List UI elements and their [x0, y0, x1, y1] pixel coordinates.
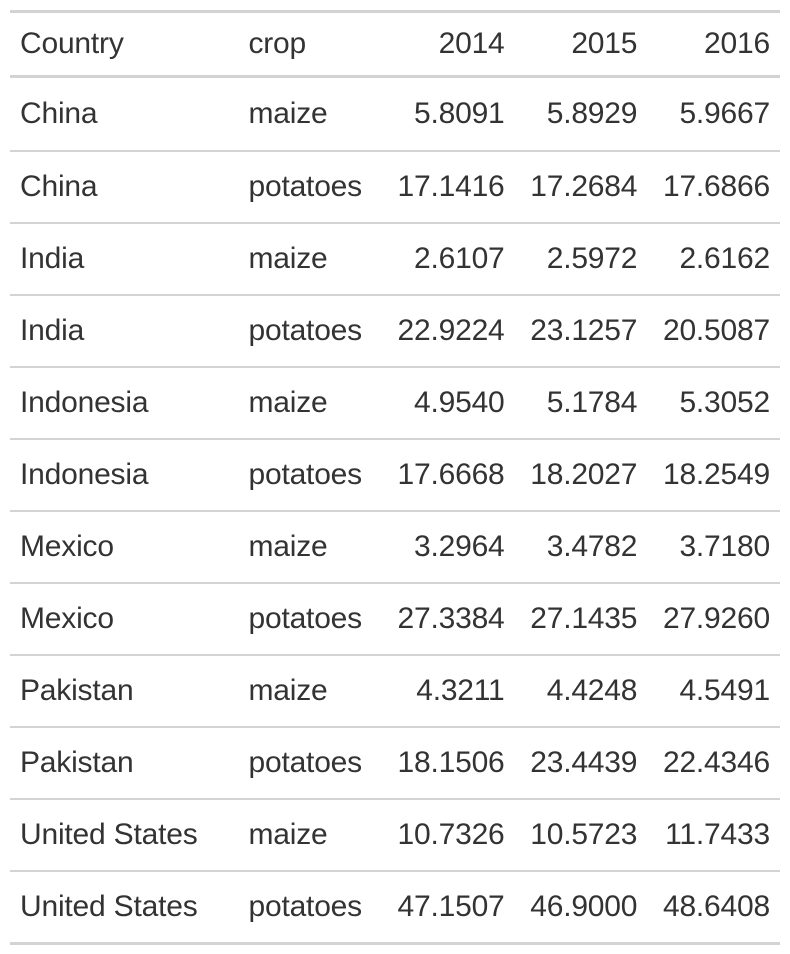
cell-2014: 3.2964: [381, 510, 515, 583]
cell-country: Indonesia: [10, 366, 237, 439]
cell-crop: maize: [248, 97, 328, 130]
cell-crop: potatoes: [236, 870, 382, 944]
cell-country: Pakistan: [10, 726, 237, 799]
table-row: United States maize 10.7326 10.5723 11.7…: [10, 798, 780, 871]
cell-2016: 5.9667: [679, 97, 770, 130]
table-row: Mexico potatoes 27.3384 27.1435 27.9260: [10, 582, 780, 655]
table-row: India potatoes 22.9224 23.1257 20.5087: [10, 294, 780, 367]
cell-2015: 5.8929: [546, 97, 638, 130]
table-row: India maize 2.6107 2.5972 2.6162: [10, 222, 780, 295]
cell-2014: 17.6668: [381, 438, 515, 511]
cell-crop: maize: [236, 510, 382, 583]
table-row: China potatoes 17.1416 17.2684 17.6866: [10, 150, 780, 223]
table-row: United States potatoes 47.1507 46.9000 4…: [10, 870, 780, 944]
cell-country: Indonesia: [10, 438, 237, 511]
cell-2015: 3.4782: [514, 510, 648, 583]
cell-2015: 10.5723: [514, 798, 648, 871]
cell-country: Mexico: [10, 510, 237, 583]
cell-2016: 2.6162: [647, 222, 780, 295]
cell-crop: potatoes: [236, 726, 382, 799]
cell-2016: 27.9260: [647, 582, 780, 655]
cell-2015: 2.5972: [514, 222, 648, 295]
cell-country: Pakistan: [10, 654, 237, 727]
cell-2016: 4.5491: [647, 654, 780, 727]
cell-2015: 23.4439: [514, 726, 648, 799]
cell-crop: potatoes: [236, 150, 382, 223]
cell-2015: 18.2027: [514, 438, 648, 511]
header-2016[interactable]: 2016: [647, 11, 780, 78]
table-row: Indonesia potatoes 17.6668 18.2027 18.25…: [10, 438, 780, 511]
header-2015[interactable]: 2015: [514, 11, 648, 78]
cell-2014: 4.9540: [381, 366, 515, 439]
cell-2014: 47.1507: [381, 870, 515, 944]
cell-country: United States: [10, 870, 237, 944]
header-country[interactable]: Country: [10, 11, 237, 78]
cell-crop: potatoes: [236, 294, 382, 367]
cell-country: India: [10, 222, 237, 295]
cell-2014: 27.3384: [381, 582, 515, 655]
table-row: China maize 5.8091 5.8929 5.9667: [10, 77, 780, 152]
cell-crop: maize: [236, 366, 382, 439]
data-table-container: Country crop 2014 2015 2016 China maize …: [10, 10, 780, 945]
cell-crop: potatoes: [236, 438, 382, 511]
cell-2014: 18.1506: [381, 726, 515, 799]
table-row: Mexico maize 3.2964 3.4782 3.7180: [10, 510, 780, 583]
cell-2014: 5.8091: [413, 97, 505, 130]
table-row: Pakistan maize 4.3211 4.4248 4.5491: [10, 654, 780, 727]
cell-2014: 10.7326: [381, 798, 515, 871]
crop-yield-table: Country crop 2014 2015 2016 China maize …: [10, 10, 780, 945]
cell-crop: potatoes: [236, 582, 382, 655]
cell-2015: 4.4248: [514, 654, 648, 727]
header-crop[interactable]: crop: [236, 11, 382, 78]
cell-crop: maize: [236, 798, 382, 871]
cell-country: India: [10, 294, 237, 367]
cell-2014: 17.1416: [381, 150, 515, 223]
cell-2016: 48.6408: [647, 870, 780, 944]
table-row: Indonesia maize 4.9540 5.1784 5.3052: [10, 366, 780, 439]
table-header-row: Country crop 2014 2015 2016: [10, 11, 780, 78]
cell-country: China: [10, 150, 237, 223]
cell-country: China: [20, 97, 98, 130]
table-row: Pakistan potatoes 18.1506 23.4439 22.434…: [10, 726, 780, 799]
cell-2016: 5.3052: [647, 366, 780, 439]
cell-2015: 17.2684: [514, 150, 648, 223]
header-2014[interactable]: 2014: [381, 11, 515, 78]
cell-2016: 3.7180: [647, 510, 780, 583]
cell-2016: 22.4346: [647, 726, 780, 799]
cell-country: Mexico: [10, 582, 237, 655]
cell-2015: 5.1784: [514, 366, 648, 439]
cell-2014: 2.6107: [381, 222, 515, 295]
cell-2016: 17.6866: [647, 150, 780, 223]
cell-crop: maize: [236, 654, 382, 727]
cell-2016: 18.2549: [647, 438, 780, 511]
cell-2016: 11.7433: [647, 798, 780, 871]
cell-2016: 20.5087: [647, 294, 780, 367]
cell-2015: 27.1435: [514, 582, 648, 655]
cell-2014: 4.3211: [381, 654, 515, 727]
cell-2014: 22.9224: [381, 294, 515, 367]
cell-country: United States: [10, 798, 237, 871]
cell-2015: 23.1257: [514, 294, 648, 367]
cell-2015: 46.9000: [514, 870, 648, 944]
cell-crop: maize: [236, 222, 382, 295]
